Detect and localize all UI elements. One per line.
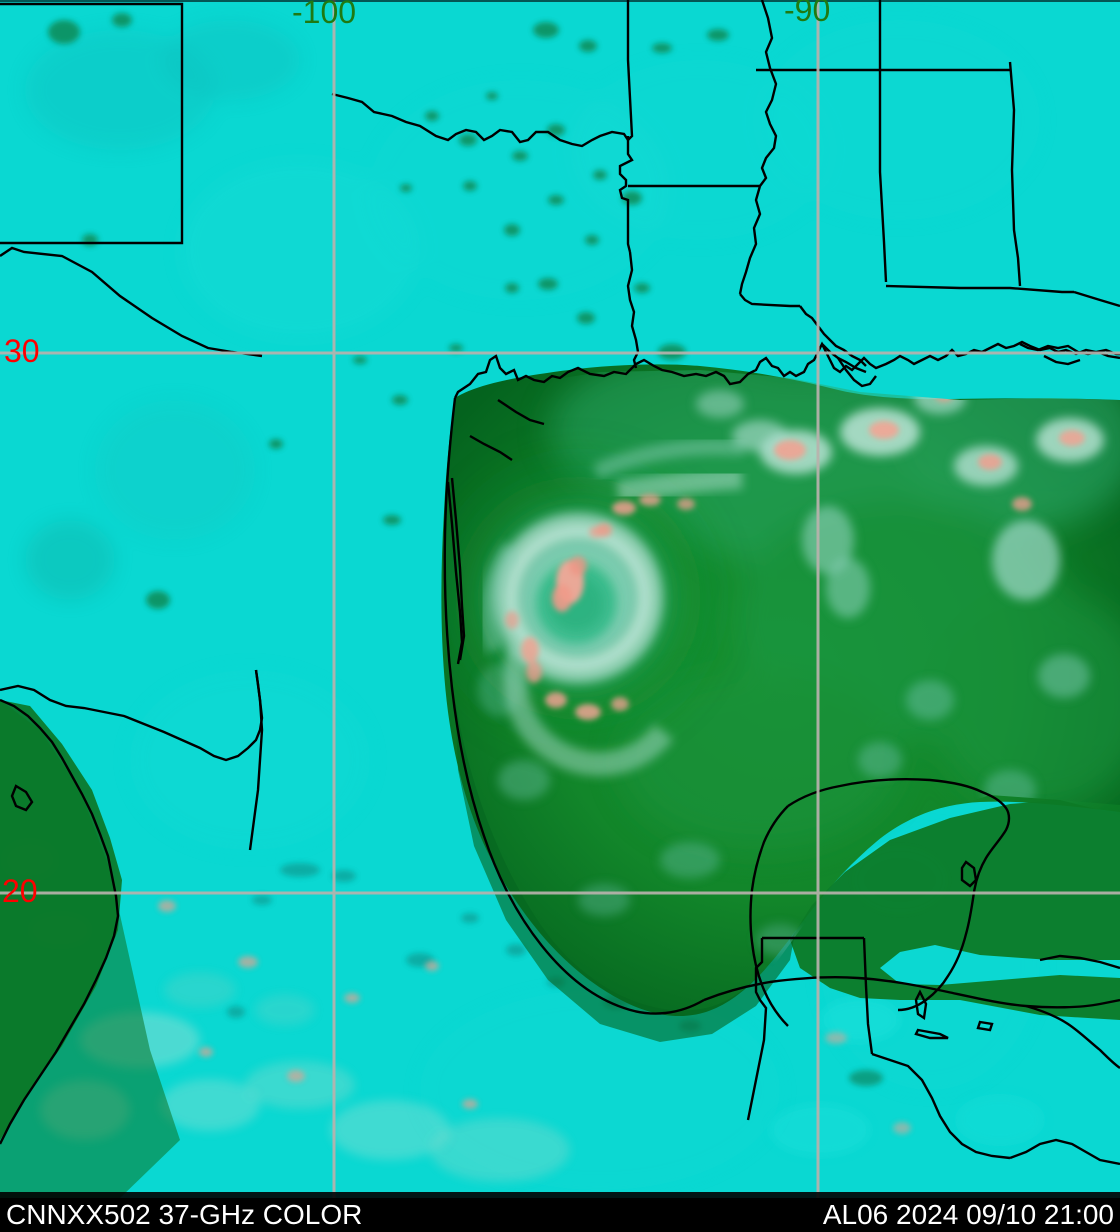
border-ar-ms (759, 0, 778, 187)
coastline-yucatan (787, 778, 1011, 1012)
barrier-island-padre (450, 477, 466, 661)
mexico-pacific-lagoon (10, 784, 34, 812)
border-la-ms-east (738, 185, 762, 295)
coastline-mexico-gulf (443, 397, 705, 1015)
barrier-island-padre2 (446, 481, 464, 665)
graticule-lines (0, 0, 1120, 1198)
lon-label--90: -90 (784, 0, 831, 28)
border-new-mexico (0, 2, 184, 245)
border-guatemala-honduras (871, 1052, 1011, 1160)
border-ms-al (878, 0, 888, 283)
border-mexico-guatemala (746, 938, 768, 1121)
lat-label-30: 30 (4, 333, 40, 369)
border-tx-la (626, 251, 640, 369)
yucatan-cozumel (960, 860, 978, 888)
border-nm-south-tx (0, 246, 263, 358)
bay-of-campeche-water (455, 700, 795, 1042)
border-al-ga (1008, 61, 1022, 287)
mississippi-delta (799, 305, 867, 374)
product-label: CNNXX502 37-GHz COLOR (6, 1199, 363, 1230)
caribbean-water (790, 800, 1120, 1020)
lon-label--100: -100 (292, 0, 357, 30)
coastline-mexico-pacific (0, 698, 120, 1145)
yucatan-west-coast (749, 805, 789, 1027)
storm-timestamp: AL06 2024 09/10 21:00 (822, 1199, 1114, 1230)
yucatan-reef-2 (976, 1020, 994, 1032)
coastline-honduras-north (1025, 1004, 1120, 1069)
lat-label-20: 20 (2, 873, 38, 909)
barrier-island-matagorda (469, 434, 513, 461)
florida-bay-detail (1043, 354, 1081, 366)
border-al-fl-horizontal (885, 284, 1074, 294)
yucatan-reef-1 (914, 1028, 949, 1040)
rio-grande-lower (248, 669, 264, 851)
coastline-cuba-west (1039, 954, 1120, 970)
belize-cay (914, 989, 928, 1021)
land-texture-layer (25, 20, 1040, 1190)
border-tx-panhandle-north (331, 0, 634, 148)
map-boundaries-layer (0, 0, 1120, 1166)
delta-birdfoot (837, 357, 877, 388)
microwave-imagery-svg (0, 0, 1120, 1198)
satellite-image-panel: -100 -90 30 20 (0, 0, 1120, 1198)
eyewall-convection-cores (505, 494, 695, 720)
pacific-ocean-extension (0, 700, 180, 1198)
border-belize-west (862, 937, 874, 1055)
precipitation-layer (444, 370, 1120, 996)
barrier-island-galveston (497, 399, 545, 426)
border-ga-fl (1073, 290, 1120, 308)
caption-bar: CNNXX502 37-GHz COLOR AL06 2024 09/10 21… (0, 1198, 1120, 1232)
coastline-gulf-north (453, 340, 1120, 399)
border-la-ms-coast (739, 293, 800, 308)
tropical-cyclone-structure (444, 439, 745, 776)
border-honduras-east (1009, 1138, 1120, 1166)
coastline-isthmus (703, 976, 1120, 1009)
border-tx-ok-east (618, 136, 634, 253)
